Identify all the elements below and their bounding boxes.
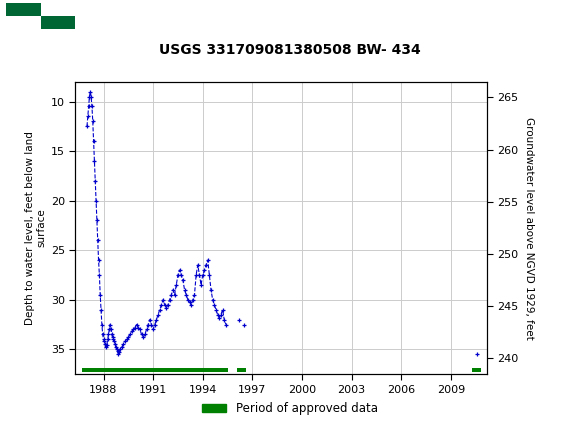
Bar (6, 3, 41, 16)
Bar (41, 16, 75, 29)
Legend: Period of approved data: Period of approved data (198, 397, 382, 420)
Bar (237, 369, 246, 372)
Y-axis label: Groundwater level above NGVD 1929, feet: Groundwater level above NGVD 1929, feet (524, 117, 534, 339)
FancyBboxPatch shape (6, 3, 75, 29)
Text: USGS 331709081380508 BW- 434: USGS 331709081380508 BW- 434 (159, 43, 421, 57)
Y-axis label: Depth to water level, feet below land
surface: Depth to water level, feet below land su… (25, 131, 47, 325)
Bar (472, 369, 481, 372)
Bar (82, 369, 227, 372)
Text: USGS: USGS (90, 9, 137, 24)
